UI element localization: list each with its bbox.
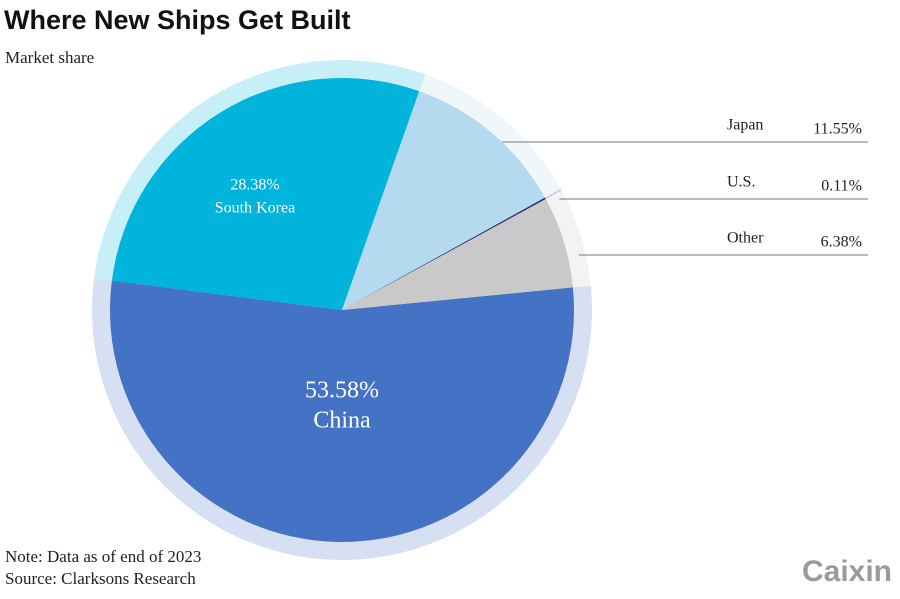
pie: [92, 59, 868, 561]
chart-title: Where New Ships Get Built: [4, 5, 351, 35]
category-label: Other: [727, 230, 764, 247]
logo: Caixin: [802, 555, 892, 588]
slice: [111, 77, 420, 311]
slice: [342, 91, 545, 310]
chart-subtitle: Market share: [5, 48, 94, 67]
source: Source: Clarksons Research: [5, 569, 196, 588]
slice: [110, 280, 574, 542]
value-label: 0.11%: [821, 178, 862, 195]
category-label: Japan: [727, 117, 763, 134]
value-label: 53.58%: [305, 378, 379, 404]
value-label: 11.55%: [813, 121, 862, 138]
value-label: 6.38%: [821, 234, 862, 251]
note: Note: Data as of end of 2023: [5, 547, 201, 566]
slice: [342, 197, 546, 310]
value-label: 28.38%: [230, 177, 279, 194]
category-label: South Korea: [215, 200, 295, 217]
category-label: China: [313, 408, 371, 434]
slice: [342, 199, 573, 310]
category-label: U.S.: [727, 174, 755, 191]
